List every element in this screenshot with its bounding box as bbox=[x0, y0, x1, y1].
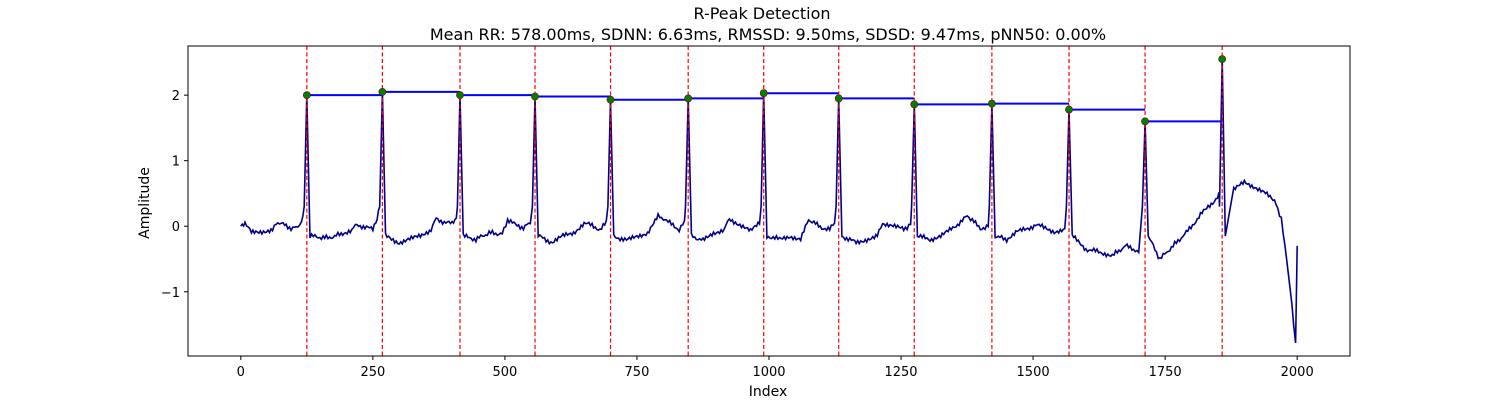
x-tick-label: 0 bbox=[237, 365, 245, 380]
ecg-signal-line bbox=[240, 59, 1298, 343]
plot-area bbox=[240, 46, 1298, 356]
y-tick-label: −1 bbox=[161, 286, 180, 301]
x-tick-label: 750 bbox=[625, 365, 650, 380]
peak-marker bbox=[456, 91, 464, 100]
x-tick-label: 1250 bbox=[884, 365, 917, 380]
x-tick-label: 1000 bbox=[752, 365, 785, 380]
y-axis: −1 0 1 2 bbox=[161, 89, 188, 301]
x-tick-label: 500 bbox=[492, 365, 517, 380]
peak-marker bbox=[759, 89, 768, 98]
peak-marker bbox=[606, 95, 615, 104]
x-tick-label: 1750 bbox=[1149, 365, 1182, 380]
peak-marker bbox=[684, 94, 693, 103]
chart-subtitle: Mean RR: 578.00ms, SDNN: 6.63ms, RMSSD: … bbox=[430, 25, 1106, 44]
peak-marker bbox=[378, 87, 387, 96]
peak-marker bbox=[910, 100, 919, 109]
peak-marker bbox=[1218, 55, 1227, 64]
y-tick-label: 0 bbox=[172, 220, 180, 235]
y-tick-label: 2 bbox=[172, 89, 180, 104]
x-axis-label: Index bbox=[749, 384, 788, 400]
peak-marker bbox=[1141, 117, 1149, 126]
peak-marker bbox=[1065, 105, 1073, 114]
x-tick-label: 2000 bbox=[1281, 365, 1314, 380]
chart-title: R-Peak Detection bbox=[693, 4, 830, 23]
peak-marker bbox=[987, 99, 996, 108]
y-tick-label: 1 bbox=[172, 155, 180, 170]
peak-marker bbox=[531, 92, 539, 101]
rr-step-line bbox=[306, 90, 1223, 123]
y-axis-label: Amplitude bbox=[137, 167, 153, 239]
peak-marker bbox=[302, 91, 311, 100]
peak-marker bbox=[834, 94, 843, 103]
x-tick-label: 1500 bbox=[1017, 365, 1050, 380]
x-tick-label: 250 bbox=[360, 365, 385, 380]
x-axis: 0 250 500 750 1000 1250 1500 1750 2000 bbox=[237, 356, 1314, 380]
